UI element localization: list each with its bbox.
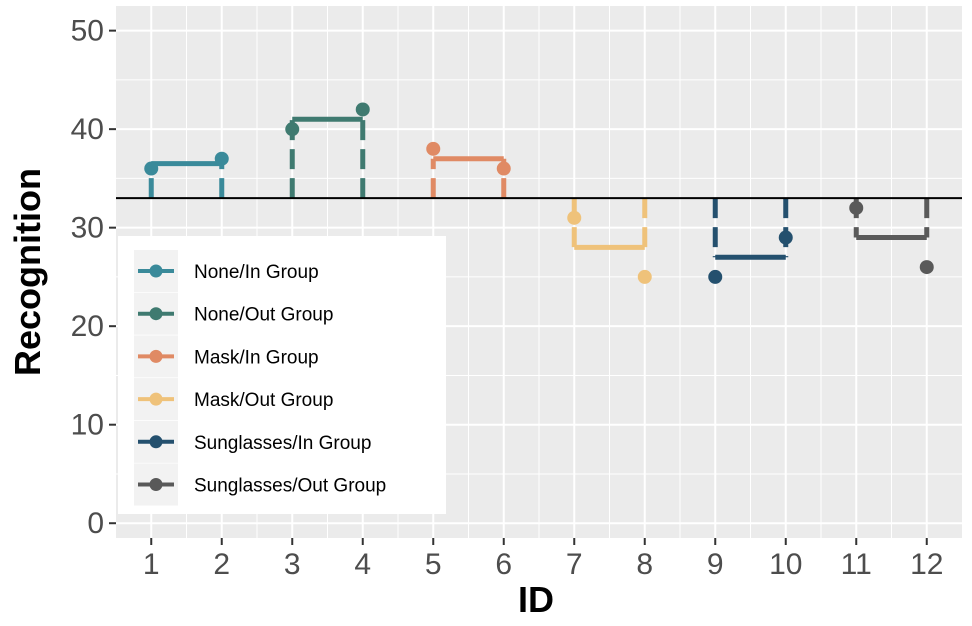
data-point bbox=[355, 102, 370, 117]
legend-label: Sunglasses/Out Group bbox=[194, 476, 386, 497]
legend-label: Sunglasses/In Group bbox=[194, 433, 371, 454]
y-tick-label: 40 bbox=[71, 113, 104, 146]
x-tick-label: 12 bbox=[910, 548, 943, 581]
legend: None/In Group None/Out Group Mask/In Group… bbox=[118, 236, 446, 514]
x-tick-label: 10 bbox=[769, 548, 802, 581]
x-axis-title: ID bbox=[518, 579, 554, 620]
data-point bbox=[567, 210, 582, 225]
data-marks bbox=[144, 102, 934, 284]
x-tick-label: 9 bbox=[707, 548, 724, 581]
x-tick-label: 6 bbox=[495, 548, 512, 581]
x-tick-label: 11 bbox=[841, 548, 872, 581]
data-point bbox=[637, 269, 652, 284]
legend-label: None/In Group bbox=[194, 262, 319, 283]
legend-point bbox=[149, 349, 163, 363]
x-tick-label: 4 bbox=[354, 548, 371, 581]
y-axis-title: Recognition bbox=[7, 168, 48, 376]
x-tick-label: 5 bbox=[425, 548, 442, 581]
legend-point bbox=[149, 392, 163, 406]
y-tick-label: 50 bbox=[71, 15, 104, 48]
x-tick-label: 7 bbox=[566, 548, 583, 581]
x-tick-label: 3 bbox=[284, 548, 301, 581]
data-point bbox=[849, 200, 864, 215]
legend-point bbox=[149, 435, 163, 449]
data-point bbox=[426, 141, 441, 156]
data-point bbox=[778, 230, 793, 245]
x-tick-label: 8 bbox=[636, 548, 653, 581]
y-tick-label: 20 bbox=[71, 310, 104, 343]
data-point bbox=[708, 269, 723, 284]
legend-label: Mask/Out Group bbox=[194, 390, 333, 411]
y-tick-label: 30 bbox=[71, 212, 104, 245]
y-tick-label: 10 bbox=[71, 409, 104, 442]
y-tick-label: 0 bbox=[87, 507, 104, 540]
x-axis: 1 2 3 4 5 6 7 8 9 10 11 12 bbox=[143, 538, 943, 581]
legend-point bbox=[149, 307, 163, 321]
data-point bbox=[144, 161, 159, 176]
data-point bbox=[496, 161, 511, 176]
data-point bbox=[919, 260, 934, 275]
x-tick-label: 2 bbox=[213, 548, 230, 581]
data-point bbox=[285, 122, 300, 137]
legend-label: None/Out Group bbox=[194, 305, 333, 326]
data-point bbox=[214, 151, 229, 166]
x-tick-label: 1 bbox=[143, 548, 160, 581]
legend-point bbox=[149, 478, 163, 491]
y-axis: 0 10 20 30 40 50 bbox=[71, 15, 116, 540]
legend-label: Mask/In Group bbox=[194, 347, 319, 368]
legend-point bbox=[149, 264, 163, 278]
